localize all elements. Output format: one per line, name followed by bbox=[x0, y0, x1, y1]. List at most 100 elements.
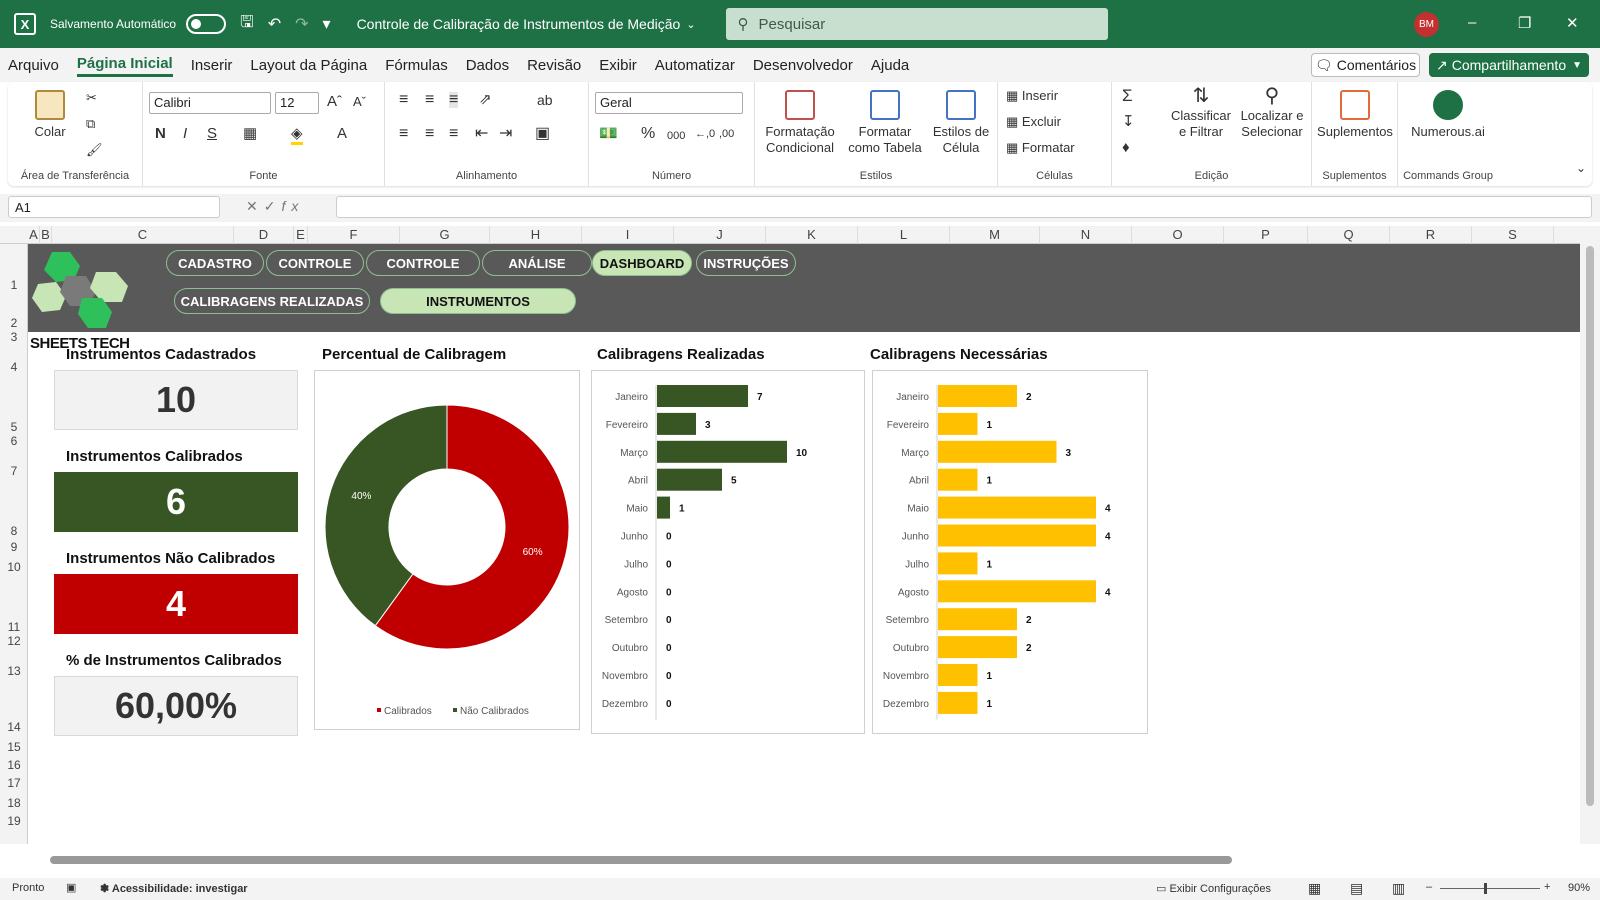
bold-icon[interactable]: N bbox=[155, 125, 166, 142]
number-format-select[interactable]: Geral bbox=[595, 92, 743, 114]
collapse-ribbon-icon[interactable]: ⌄ bbox=[1576, 161, 1587, 175]
ribbon-tab-6[interactable]: Revisão bbox=[527, 56, 582, 74]
column-header[interactable]: J bbox=[674, 226, 766, 244]
share-button[interactable]: ↗ Compartilhamento ▼ bbox=[1429, 53, 1589, 77]
clear-icon[interactable]: ♦ bbox=[1122, 139, 1130, 156]
thousands-icon[interactable]: 000 bbox=[667, 130, 686, 142]
column-header[interactable]: Q bbox=[1308, 226, 1390, 244]
percent-icon[interactable]: % bbox=[641, 125, 656, 142]
row-header[interactable]: 16 bbox=[7, 758, 21, 772]
close-icon[interactable]: ✕ bbox=[1566, 15, 1579, 32]
save-icon[interactable]: 🖫 bbox=[240, 13, 254, 31]
italic-icon[interactable]: I bbox=[183, 125, 188, 142]
copy-icon[interactable]: ⧉ bbox=[86, 116, 96, 131]
zoom-slider[interactable] bbox=[1440, 883, 1540, 894]
chevron-down-icon[interactable]: ⌄ bbox=[686, 18, 696, 31]
currency-icon[interactable]: 💵 bbox=[599, 125, 618, 142]
display-settings[interactable]: ▭ Exibir Configurações bbox=[1156, 882, 1271, 895]
increase-indent-icon[interactable]: ⇥ bbox=[499, 125, 513, 142]
row-header[interactable]: 4 bbox=[10, 360, 18, 374]
zoom-in-icon[interactable]: + bbox=[1544, 881, 1551, 893]
customize-toolbar-icon[interactable]: ▾ bbox=[322, 16, 331, 33]
avatar[interactable]: BM bbox=[1414, 12, 1439, 37]
row-header[interactable]: 14 bbox=[7, 720, 21, 734]
redo-icon[interactable]: ↷ bbox=[295, 16, 309, 33]
find-select-button[interactable]: ⚲ Localizar e Selecionar bbox=[1236, 86, 1308, 140]
row-header[interactable]: 13 bbox=[7, 664, 21, 678]
column-header[interactable]: F bbox=[308, 226, 400, 244]
ribbon-tab-4[interactable]: Fórmulas bbox=[385, 56, 448, 74]
row-header[interactable]: 9 bbox=[10, 540, 18, 554]
ribbon-tab-10[interactable]: Ajuda bbox=[870, 56, 910, 74]
column-header[interactable]: K bbox=[766, 226, 858, 244]
row-header[interactable]: 6 bbox=[10, 434, 18, 448]
align-right-icon[interactable]: ≡ bbox=[449, 125, 459, 142]
row-header[interactable]: 1 bbox=[10, 278, 18, 292]
column-header[interactable]: I bbox=[582, 226, 674, 244]
column-header[interactable]: R bbox=[1390, 226, 1472, 244]
macro-record-icon[interactable]: ▣ bbox=[66, 882, 77, 894]
nav-button-0[interactable]: CADASTRO bbox=[166, 250, 264, 276]
font-name-select[interactable]: Calibri bbox=[149, 92, 271, 114]
column-header[interactable]: B bbox=[40, 226, 52, 244]
accessibility-status[interactable]: ✽ Acessibilidade: investigar bbox=[100, 882, 248, 895]
row-header[interactable]: 17 bbox=[7, 776, 21, 790]
ribbon-tab-5[interactable]: Dados bbox=[465, 56, 510, 74]
search-box[interactable]: ⚲ Pesquisar bbox=[725, 8, 1108, 40]
name-box[interactable]: A1 bbox=[8, 196, 220, 218]
align-middle-icon[interactable]: ≡ bbox=[425, 91, 435, 108]
fill-color-icon[interactable]: ◈ bbox=[291, 126, 303, 145]
column-header[interactable]: O bbox=[1132, 226, 1224, 244]
autosave-toggle[interactable] bbox=[186, 14, 227, 34]
column-header[interactable]: H bbox=[490, 226, 582, 244]
conditional-format-button[interactable]: Formatação Condicional bbox=[759, 90, 841, 156]
align-top-icon[interactable]: ≡ bbox=[399, 91, 409, 108]
ribbon-tab-2[interactable]: Inserir bbox=[190, 56, 233, 74]
nav-button-4[interactable]: DASHBOARD bbox=[592, 250, 692, 276]
row-header[interactable]: 10 bbox=[7, 560, 21, 574]
page-break-icon[interactable]: ▥ bbox=[1392, 880, 1406, 896]
font-size-select[interactable]: 12 bbox=[275, 92, 319, 114]
column-header[interactable]: D bbox=[234, 226, 294, 244]
vertical-scrollbar[interactable] bbox=[1580, 226, 1600, 844]
vertical-scroll-thumb[interactable] bbox=[1586, 246, 1594, 806]
sort-filter-button[interactable]: ⇅ Classificar e Filtrar bbox=[1166, 86, 1236, 140]
ribbon-tab-7[interactable]: Exibir bbox=[599, 56, 637, 74]
nav2-button-1[interactable]: INSTRUMENTOS bbox=[380, 288, 576, 314]
numerous-ai-button[interactable]: Numerous.ai bbox=[1402, 90, 1494, 140]
fill-icon[interactable]: ↧ bbox=[1122, 113, 1135, 130]
zoom-level[interactable]: 90% bbox=[1568, 882, 1591, 894]
horizontal-scrollbar[interactable] bbox=[30, 852, 1576, 866]
ribbon-tab-8[interactable]: Automatizar bbox=[654, 56, 735, 74]
column-header[interactable]: M bbox=[950, 226, 1040, 244]
row-header[interactable]: 12 bbox=[7, 634, 21, 648]
align-left-icon[interactable]: ≡ bbox=[399, 125, 409, 142]
orientation-icon[interactable]: ⇗ bbox=[479, 91, 492, 108]
nav2-button-0[interactable]: CALIBRAGENS REALIZADAS bbox=[174, 288, 370, 314]
column-header[interactable]: A bbox=[28, 226, 40, 244]
decrease-font-icon[interactable]: Aˇ bbox=[353, 94, 366, 109]
format-as-table-button[interactable]: Formatar como Tabela bbox=[841, 90, 929, 156]
restore-icon[interactable]: ❐ bbox=[1518, 15, 1532, 32]
minimize-icon[interactable]: – bbox=[1468, 14, 1477, 31]
comments-button[interactable]: 🗨 Comentários bbox=[1311, 53, 1420, 77]
zoom-out-icon[interactable]: – bbox=[1426, 881, 1433, 893]
ribbon-tab-1[interactable]: Página Inicial bbox=[76, 53, 173, 77]
column-header[interactable]: N bbox=[1040, 226, 1132, 244]
nav-button-3[interactable]: ANÁLISE bbox=[482, 250, 592, 276]
font-color-icon[interactable]: A bbox=[337, 125, 348, 142]
format-cells-button[interactable]: ▦ Formatar bbox=[1006, 140, 1075, 156]
row-header[interactable]: 2 bbox=[10, 316, 18, 330]
cut-icon[interactable]: ✂ bbox=[86, 90, 97, 105]
nav-button-5[interactable]: INSTRUÇÕES bbox=[696, 250, 796, 276]
row-header[interactable]: 15 bbox=[7, 740, 21, 754]
insert-cells-button[interactable]: ▦ Inserir bbox=[1006, 88, 1058, 104]
zoom-slider-handle[interactable] bbox=[1484, 883, 1487, 894]
document-title[interactable]: Controle de Calibração de Instrumentos d… bbox=[356, 16, 681, 32]
ribbon-tab-3[interactable]: Layout da Página bbox=[250, 56, 368, 74]
decrease-decimal-icon[interactable]: ,00 bbox=[719, 128, 735, 140]
column-header[interactable]: E bbox=[294, 226, 308, 244]
page-layout-icon[interactable]: ▤ bbox=[1350, 880, 1364, 896]
decrease-indent-icon[interactable]: ⇤ bbox=[475, 125, 489, 142]
align-bottom-icon[interactable]: ≡ bbox=[449, 91, 459, 108]
